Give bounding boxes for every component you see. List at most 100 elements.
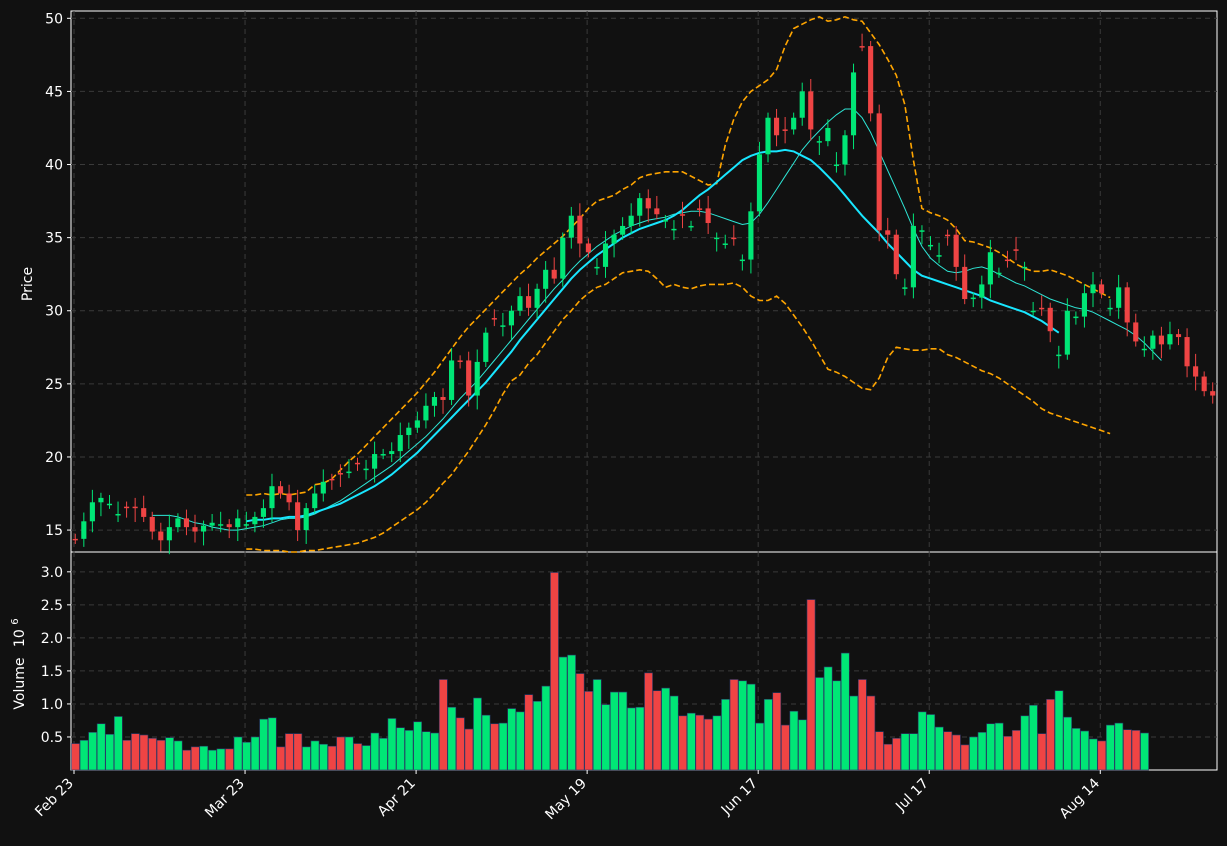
volume-bar [781,724,790,771]
volume-bar [1097,740,1107,771]
volume-bar [438,679,448,771]
volume-bar [242,741,251,771]
candle-body [611,234,617,244]
volume-bar [1131,730,1141,771]
volume-axis-label-exponent: 10 [12,629,28,647]
candle-body [816,141,822,143]
volume-bar [336,736,345,771]
volume-bar [661,687,670,771]
candle-body [243,524,249,526]
candle-body [568,215,574,238]
volume-bar [293,733,303,771]
volume-bar [849,695,859,771]
candle-body [585,243,591,253]
volume-bar [704,718,713,771]
candle-body [354,462,361,465]
volume-tick-label: 3.0 [41,565,63,581]
volume-bar [541,685,551,771]
volume-bar [387,718,397,771]
candle-body [833,164,839,167]
volume-tick-label: 2.0 [41,631,63,647]
volume-bar [1037,733,1047,771]
volume-bar [875,731,884,771]
candle-body [312,493,318,509]
volume-bar [883,743,893,771]
volume-bar [652,690,662,771]
candle-body [1150,335,1156,349]
bollinger-lower-line [246,268,1111,553]
volume-bar [319,743,328,771]
candle-body [303,508,309,531]
volume-bar [1080,730,1090,771]
candle-body [141,508,147,517]
candle-body [406,427,412,436]
candle-body [987,252,993,285]
candle-body [337,473,343,475]
volume-bar [1003,736,1013,771]
volume-bar [952,734,961,771]
candle-body [722,243,728,245]
candle-body [1090,284,1096,294]
candle-body [346,471,352,474]
volume-tick-label: 1.5 [41,664,63,680]
volume-bar [806,599,816,771]
volume-bar [729,679,739,771]
candle-body [782,129,788,131]
candle-body [517,296,523,311]
volume-bar [635,706,645,771]
volume-bar [789,710,799,771]
candle-body [449,360,455,400]
volume-bar [866,695,876,771]
volume-bar [88,732,97,771]
candle-body [260,508,266,517]
candle-body [996,272,1002,275]
volume-bar [473,697,482,771]
volume-bar [558,656,568,771]
volume-axis-label-power: 6 [10,618,21,624]
volume-bar [456,717,465,771]
candle-body [637,198,643,216]
candle-body [295,502,301,531]
candle-body [81,521,87,539]
volume-tick-label: 0.5 [41,730,63,746]
volume-bar [627,707,636,771]
volume-bar [396,727,405,771]
candle-body [1039,307,1045,310]
price-tick-label: 25 [45,377,63,393]
volume-bar [969,736,978,771]
volume-bar [1054,690,1064,771]
candle-body [1124,287,1130,323]
volume-bar [763,699,773,771]
volume-bar [712,715,722,771]
candle-body [466,360,472,396]
candle-body [124,506,130,509]
volume-bar [139,734,149,771]
volume-bar [233,736,243,771]
volume-bar [285,733,294,771]
candle-body [235,518,241,528]
candle-body [620,225,626,235]
candle-body [1022,266,1028,269]
volume-bar [926,714,936,771]
candle-body [269,486,275,509]
candle-body [483,332,489,362]
volume-bar [404,730,414,771]
price-axis-label: Price [20,267,36,301]
candle-body [688,225,694,228]
candle-body [799,91,805,118]
candle-body [1201,376,1207,392]
volume-bar [379,737,388,771]
volume-bar [122,739,132,771]
volume-tick-label: 1.0 [41,697,63,713]
candle-body [756,154,763,212]
volume-bar [592,679,602,771]
candle-body [115,513,121,516]
volume-bar [686,712,696,771]
ma-slow-line [246,148,1060,523]
price-tick-label: 20 [45,450,63,466]
candle-body [149,516,155,532]
volume-bar [430,732,440,771]
volume-bar [148,737,157,771]
volume-bar [344,736,354,771]
volume-bar [823,666,833,771]
